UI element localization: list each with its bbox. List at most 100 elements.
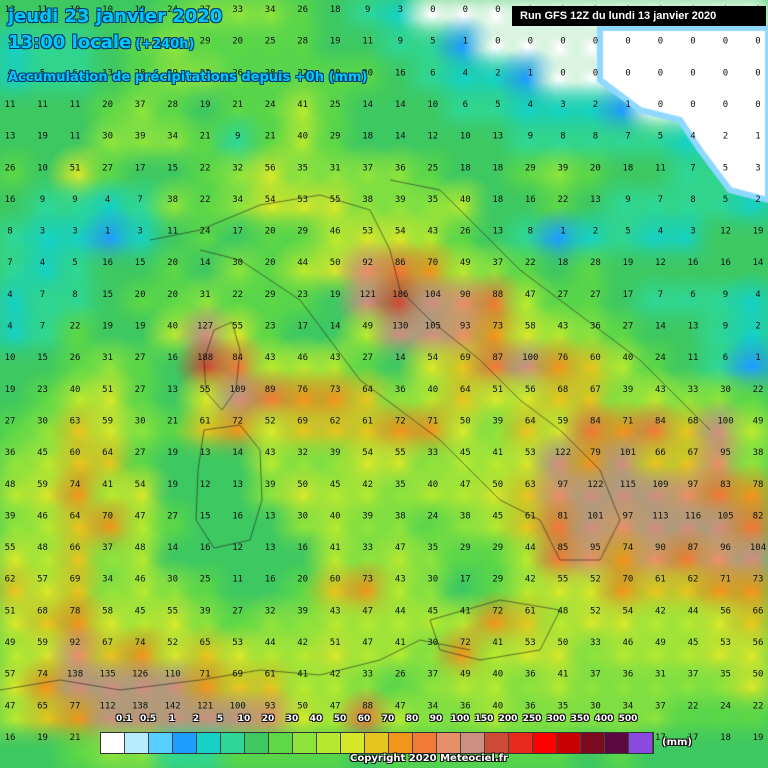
grid-value: 7: [137, 195, 142, 205]
grid-value: 122: [587, 480, 603, 490]
grid-value: 3: [560, 100, 565, 110]
legend-swatch: [629, 733, 653, 753]
grid-value: 0: [690, 100, 695, 110]
grid-value: 13: [265, 543, 276, 553]
grid-value: 72: [492, 606, 503, 616]
grid-value: 36: [525, 670, 536, 680]
grid-value: 34: [427, 701, 438, 711]
grid-value: 11: [232, 575, 243, 585]
grid-value: 53: [525, 638, 536, 648]
grid-value: 22: [753, 385, 764, 395]
grid-value: 3: [72, 227, 77, 237]
grid-value: 9: [723, 290, 728, 300]
grid-value: 41: [297, 100, 308, 110]
grid-value: 68: [557, 385, 568, 395]
grid-value: 1: [755, 353, 760, 363]
grid-value: 47: [525, 290, 536, 300]
grid-value: 52: [590, 606, 601, 616]
grid-value: 48: [135, 543, 146, 553]
grid-value: 56: [720, 606, 731, 616]
grid-value: 12: [232, 543, 243, 553]
legend-swatch: [581, 733, 605, 753]
grid-value: 14: [200, 258, 211, 268]
grid-value: 40: [330, 511, 341, 521]
grid-value: 3: [40, 227, 45, 237]
grid-value: 13: [492, 227, 503, 237]
grid-value: 35: [557, 701, 568, 711]
grid-value: 12: [200, 480, 211, 490]
grid-value: 0: [755, 100, 760, 110]
grid-value: 51: [5, 606, 16, 616]
grid-value: 60: [590, 353, 601, 363]
grid-value: 19: [135, 322, 146, 332]
grid-value: 55: [167, 606, 178, 616]
grid-value: 18: [330, 5, 341, 15]
grid-value: 60: [70, 448, 81, 458]
grid-value: 28: [297, 37, 308, 47]
grid-value: 59: [102, 417, 113, 427]
grid-value: 109: [652, 480, 668, 490]
grid-value: 27: [622, 322, 633, 332]
grid-value: 30: [135, 417, 146, 427]
grid-value: 63: [70, 417, 81, 427]
legend-swatch: [557, 733, 581, 753]
grid-value: 66: [70, 543, 81, 553]
grid-value: 0: [593, 68, 598, 78]
grid-value: 27: [102, 163, 113, 173]
legend-swatch: [533, 733, 557, 753]
grid-value: 15: [200, 511, 211, 521]
grid-value: 66: [753, 606, 764, 616]
grid-value: 31: [655, 670, 666, 680]
grid-value: 5: [72, 258, 77, 268]
grid-value: 39: [330, 448, 341, 458]
grid-value: 101: [620, 448, 636, 458]
grid-value: 50: [460, 417, 471, 427]
legend-label: 350: [570, 714, 590, 724]
legend-swatch: [125, 733, 149, 753]
grid-value: 22: [525, 258, 536, 268]
grid-value: 49: [753, 417, 764, 427]
grid-value: 42: [330, 670, 341, 680]
grid-value: 60: [330, 575, 341, 585]
grid-value: 0: [658, 37, 663, 47]
grid-value: 20: [265, 227, 276, 237]
grid-value: 37: [492, 258, 503, 268]
grid-value: 53: [525, 448, 536, 458]
grid-value: 46: [330, 227, 341, 237]
grid-value: 40: [70, 385, 81, 395]
grid-value: 47: [395, 543, 406, 553]
grid-value: 88: [492, 290, 503, 300]
grid-value: 19: [37, 733, 48, 743]
grid-value: 10: [460, 132, 471, 142]
grid-value: 15: [167, 163, 178, 173]
grid-value: 29: [297, 227, 308, 237]
grid-value: 71: [622, 417, 633, 427]
grid-value: 9: [723, 322, 728, 332]
grid-value: 73: [492, 322, 503, 332]
grid-value: 56: [265, 163, 276, 173]
grid-value: 39: [362, 511, 373, 521]
grid-value: 24: [265, 100, 276, 110]
grid-value: 45: [427, 606, 438, 616]
grid-value: 54: [265, 195, 276, 205]
grid-value: 27: [135, 385, 146, 395]
grid-value: 9: [235, 132, 240, 142]
grid-value: 11: [70, 100, 81, 110]
grid-value: 68: [37, 606, 48, 616]
grid-value: 8: [690, 195, 695, 205]
grid-value: 27: [135, 353, 146, 363]
grid-value: 65: [200, 638, 211, 648]
legend-swatch: [173, 733, 197, 753]
grid-value: 39: [622, 385, 633, 395]
grid-value: 19: [167, 480, 178, 490]
grid-value: 0: [723, 68, 728, 78]
grid-value: 20: [265, 258, 276, 268]
grid-value: 27: [557, 290, 568, 300]
grid-value: 43: [265, 448, 276, 458]
grid-value: 100: [522, 353, 538, 363]
grid-value: 35: [720, 670, 731, 680]
grid-value: 69: [232, 670, 243, 680]
grid-value: 92: [362, 258, 373, 268]
grid-value: 45: [460, 448, 471, 458]
grid-value: 50: [557, 638, 568, 648]
